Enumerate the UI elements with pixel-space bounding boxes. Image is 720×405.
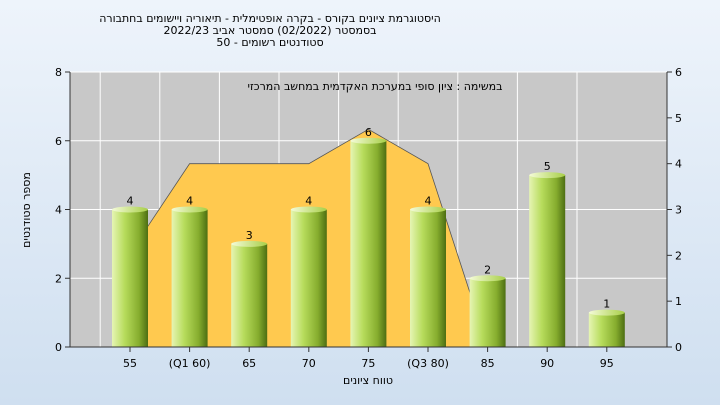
bar-value-label: 2 — [484, 263, 491, 276]
bar — [112, 209, 148, 347]
y-axis-label: מספר סטודנטים — [20, 172, 33, 248]
right-y-tick-label: 6 — [675, 66, 682, 79]
chart-title: היסטוגרמת ציונים בקורס - בקרה אופטימלית … — [99, 12, 441, 49]
x-tick-label: 55 — [123, 357, 137, 370]
bar — [231, 243, 268, 347]
x-tick-label: 70 — [302, 357, 316, 370]
x-tick-label: (Q3 80) — [407, 357, 449, 370]
right-y-ticks: 0 1 2 3 4 5 6 — [667, 66, 682, 354]
left-y-tick-label: 6 — [55, 135, 62, 148]
bar-top — [529, 172, 566, 179]
right-y-tick-label: 2 — [675, 249, 682, 262]
title-line-3: סטודנטים רשומים - 50 — [216, 36, 323, 49]
x-tick-label: 90 — [540, 357, 554, 370]
bar-value-label: 3 — [246, 229, 253, 242]
bar — [171, 209, 208, 347]
bar-value-label: 5 — [544, 160, 551, 173]
x-axis-label: טווח ציונים — [343, 374, 393, 387]
title-line-2: בסמסטר (02/2022) סמסטר אביב 2022/23 — [163, 24, 376, 37]
x-tick-label: 75 — [361, 357, 375, 370]
bar — [469, 278, 506, 347]
bar-value-label: 4 — [305, 195, 312, 208]
bar — [410, 209, 446, 347]
x-tick-label: (Q1 60) — [169, 357, 211, 370]
bar-value-label: 4 — [186, 195, 193, 208]
bar-top — [290, 206, 327, 213]
bar-value-label: 4 — [425, 195, 432, 208]
bar-top — [231, 240, 268, 247]
distribution-curve — [129, 128, 488, 348]
x-tick-label: 65 — [242, 357, 256, 370]
bar-value-label: 1 — [603, 298, 610, 311]
x-tick-label: 95 — [600, 357, 614, 370]
bar — [529, 175, 566, 347]
bar — [350, 140, 387, 347]
bar — [290, 209, 327, 347]
right-y-tick-label: 1 — [675, 295, 682, 308]
bar-top — [112, 206, 148, 213]
right-y-tick-label: 5 — [675, 112, 682, 125]
chart-annotation: במשימה : ציון סופי במערכת האקדמית במחשב … — [248, 80, 503, 93]
left-y-tick-label: 8 — [55, 66, 62, 79]
bar-value-label: 6 — [365, 126, 372, 139]
bar-value-label: 4 — [127, 195, 134, 208]
left-y-tick-label: 0 — [55, 341, 62, 354]
right-y-tick-label: 3 — [675, 204, 682, 217]
bar-top — [469, 275, 506, 282]
bar-top — [171, 206, 208, 213]
left-y-tick-label: 2 — [55, 272, 62, 285]
bar-top — [350, 137, 387, 144]
title-line-1: היסטוגרמת ציונים בקורס - בקרה אופטימלית … — [99, 12, 441, 25]
bar-top — [588, 309, 625, 316]
bars: 4 4 3 4 6 4 2 5 1 — [112, 126, 625, 347]
x-ticks: 55 (Q1 60) 65 70 75 (Q3 80) 85 90 95 — [123, 347, 614, 370]
x-tick-label: 85 — [481, 357, 495, 370]
left-y-ticks: 0 2 4 6 8 — [55, 66, 70, 354]
bar — [588, 312, 625, 347]
right-y-tick-label: 0 — [675, 341, 682, 354]
left-y-tick-label: 4 — [55, 204, 62, 217]
right-y-tick-label: 4 — [675, 158, 682, 171]
bar-top — [410, 206, 446, 213]
